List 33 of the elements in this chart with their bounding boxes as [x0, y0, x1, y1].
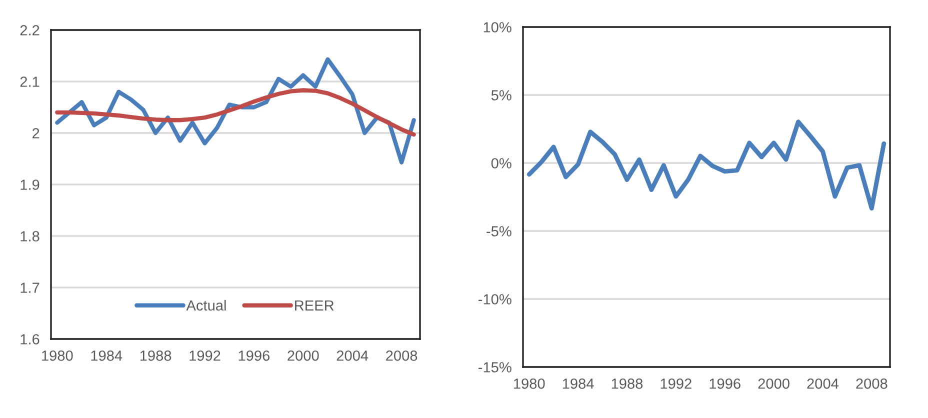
- legend-label: Actual: [186, 300, 226, 311]
- y-tick-label: -5%: [486, 226, 512, 236]
- x-tick-label: 2008: [856, 378, 888, 389]
- x-tick-label: 1988: [140, 350, 172, 361]
- y-tick-label: -10%: [478, 294, 512, 304]
- y-tick-label: 1.8: [20, 231, 40, 242]
- x-tick-label: 1980: [514, 378, 545, 389]
- line-series: [526, 120, 886, 211]
- x-tick-label: 1996: [710, 378, 740, 389]
- line-series: [55, 88, 416, 137]
- x-tick-label: 1984: [91, 350, 122, 361]
- y-tick-label: 1.9: [20, 180, 40, 190]
- legend-label: REER: [295, 300, 334, 310]
- x-tick-label: 2000: [758, 378, 790, 389]
- y-tick-label: 5%: [491, 90, 512, 100]
- y-tick-label: -15%: [478, 362, 512, 372]
- y-tick-label: 1.6: [20, 334, 40, 344]
- y-tick-label: 2.1: [20, 76, 40, 87]
- x-tick-label: 1984: [562, 378, 594, 389]
- x-tick-label: 2008: [386, 350, 418, 361]
- x-tick-label: 1996: [238, 350, 270, 361]
- y-tick-label: 1.7: [20, 282, 40, 293]
- x-tick-label: 1992: [190, 350, 220, 361]
- x-tick-label: 2004: [336, 350, 368, 361]
- x-tick-label: 1992: [660, 378, 692, 389]
- x-tick-label: 1988: [612, 378, 643, 389]
- x-tick-label: 1980: [42, 350, 73, 361]
- x-tick-label: 2004: [807, 378, 839, 389]
- y-tick-label: 0%: [491, 158, 512, 168]
- y-tick-label: 2.2: [20, 25, 40, 36]
- x-tick-label: 2000: [288, 350, 319, 361]
- y-tick-label: 10%: [484, 22, 512, 32]
- y-tick-label: 2: [32, 128, 40, 138]
